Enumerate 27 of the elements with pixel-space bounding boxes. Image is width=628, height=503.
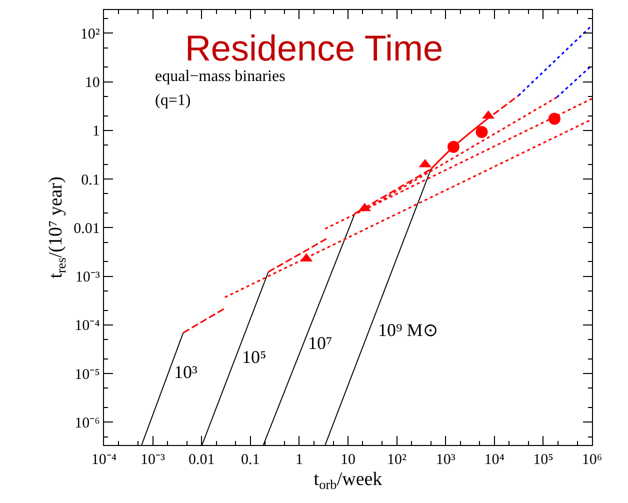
y-tick-label: 0.01 <box>74 220 100 237</box>
x-tick-label: 10² <box>387 452 408 468</box>
annotation: equal−mass binaries <box>155 68 286 85</box>
y-tick-label: 10² <box>80 26 100 42</box>
y-tick-label: 10⁻⁵ <box>74 366 100 383</box>
annotation: 10⁵ <box>242 347 266 367</box>
x-tick-label: 10 <box>340 452 356 468</box>
annotation: 10³ <box>174 362 198 382</box>
x-tick-label: 10⁵ <box>533 452 554 468</box>
x-tick-label: 10⁻³ <box>140 452 166 468</box>
y-tick-label: 10 <box>84 75 100 92</box>
y-tick-label: 10⁻⁴ <box>74 318 100 334</box>
y-tick-label: 1 <box>92 124 100 140</box>
annotation: 10⁹ M⊙ <box>378 320 438 340</box>
x-tick-label: 10³ <box>436 452 456 468</box>
annotation: (q=1) <box>155 92 191 109</box>
annotation: 10⁷ <box>308 333 332 353</box>
y-tick-label: 10⁻⁶ <box>74 415 100 432</box>
x-tick-label: 0.1 <box>241 452 260 468</box>
y-tick-label: 0.1 <box>81 172 100 188</box>
x-axis-title: t$_{orb}$/week <box>314 468 383 492</box>
x-tick-label: 0.01 <box>188 452 215 468</box>
x-tick-label: 10⁶ <box>582 452 602 468</box>
x-tick-label: 10⁴ <box>484 452 505 468</box>
x-tick-label: 1 <box>295 452 303 468</box>
y-tick-label: 10⁻³ <box>75 270 100 286</box>
text: Residence Time <box>184 27 444 68</box>
